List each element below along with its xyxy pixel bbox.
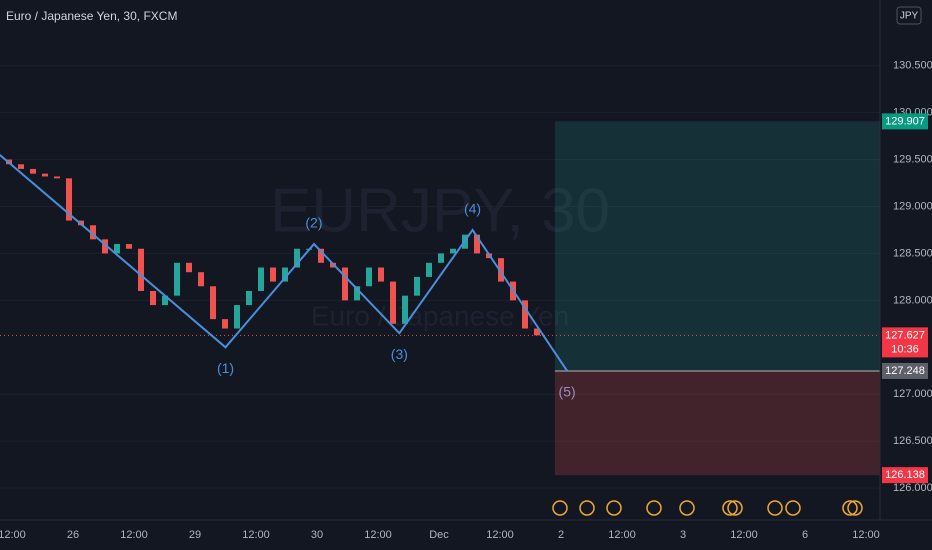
candle [198,272,204,287]
price-tick-label: 128.500 [893,247,932,259]
candle [318,248,324,263]
time-tick-label: 12:00 [486,529,514,541]
time-tick-label: Dec [429,529,449,541]
candle [426,262,432,277]
price-tick-label: 129.500 [893,153,932,165]
entry-price-tag-label: 127.248 [885,365,925,377]
candle [282,267,288,282]
chart-title: Euro / Japanese Yen, 30, FXCM [6,9,177,23]
target-price-tag-label: 129.907 [885,115,925,127]
candle [18,164,24,169]
target-zone [554,121,880,371]
candle [162,295,168,306]
candle [66,178,72,221]
wave-label: (1) [217,360,234,376]
candle [438,253,444,263]
candle [474,234,480,254]
time-tick-label: 29 [189,529,201,541]
stop-price-tag-label: 126.138 [885,469,925,481]
wave-label: (2) [305,215,322,231]
candle [102,239,108,254]
target-price-tag [882,113,928,130]
candle [150,290,156,306]
candle [210,286,216,320]
candle [246,290,252,306]
time-tick-label: 12:00 [852,529,880,541]
candle [186,262,192,273]
time-tick-label: 26 [67,529,79,541]
time-tick-label: 12:00 [608,529,636,541]
time-tick-label: 6 [802,529,808,541]
stop-zone [554,370,880,476]
wave-label: (5) [559,383,576,399]
candle [342,267,348,301]
time-tick-label: 12:00 [0,529,26,541]
candle [390,281,396,324]
currency-button[interactable] [896,6,922,25]
candle [354,286,360,301]
candle [294,248,300,268]
last-price-tag [882,327,928,358]
candle [138,248,144,291]
candle [498,258,504,282]
event-icons [552,500,863,516]
price-tick-label: 130.500 [893,60,932,72]
candle [414,276,420,296]
price-tick-label: 126.000 [893,482,932,494]
time-tick-label: 12:00 [730,529,758,541]
candle [522,300,528,329]
candle [258,267,264,291]
countdown-label: 10:36 [891,343,919,355]
candle [450,248,456,254]
time-tick-label: 12:00 [120,529,148,541]
candle [54,176,60,179]
candle [378,267,384,282]
time-tick-label: 30 [311,529,323,541]
candle [222,319,228,329]
time-tick-label: 2 [558,529,564,541]
price-tick-label: 127.000 [893,388,932,400]
candle [30,168,36,174]
last-price-tag-label: 127.627 [885,329,925,341]
time-tick-label: 12:00 [364,529,392,541]
time-tick-label: 12:00 [242,529,270,541]
price-tick-label: 128.000 [893,294,932,306]
candle [90,225,96,240]
candle [534,328,540,336]
currency-label: JPY [900,11,919,22]
time-tick-label: 3 [680,529,686,541]
wave-label: (4) [464,201,481,217]
entry-price-tag [882,362,928,379]
candle [366,267,372,287]
candle [174,262,180,296]
candle [270,267,276,282]
price-tick-label: 126.500 [893,435,932,447]
wave-label: (3) [391,346,408,362]
price-tick-label: 129.000 [893,200,932,212]
candle [402,295,408,324]
candle [114,244,120,254]
candle [42,173,48,177]
wave-line [0,154,568,372]
candle [126,244,132,249]
watermark-symbol: EURJPY, 30 [270,176,610,245]
stop-price-tag [882,467,928,484]
candle [234,305,240,329]
